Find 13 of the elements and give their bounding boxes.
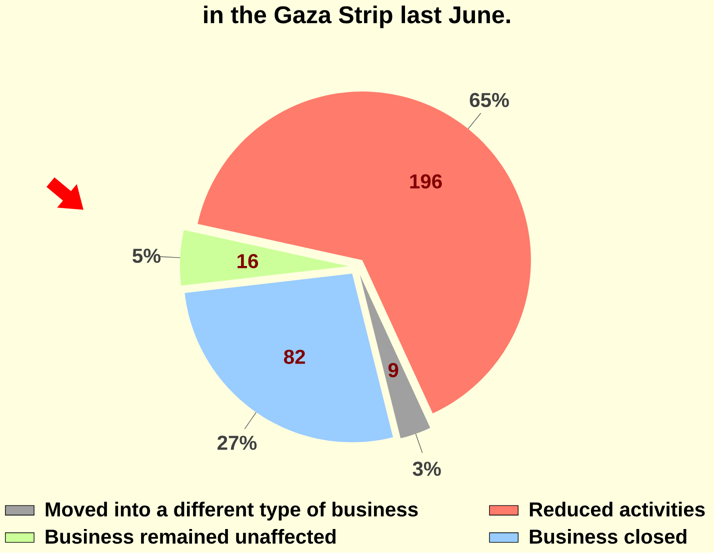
data-label: 82: [284, 350, 305, 364]
text: 27%: [218, 436, 257, 450]
legend-label: Business closed: [530, 529, 686, 544]
data-label: 16: [238, 254, 258, 268]
data-label: 9: [388, 363, 398, 378]
data-label: 196: [410, 174, 442, 189]
text: 5%: [132, 248, 161, 263]
text: 65%: [470, 92, 509, 108]
legend-label: Reduced activities: [530, 502, 705, 517]
legend-label: Moved into a different type of business: [46, 502, 418, 521]
legend-label: Business remained unaffected: [46, 529, 336, 544]
text: 3%: [412, 462, 441, 476]
chart-title: in the Gaza Strip last June.: [204, 6, 510, 28]
